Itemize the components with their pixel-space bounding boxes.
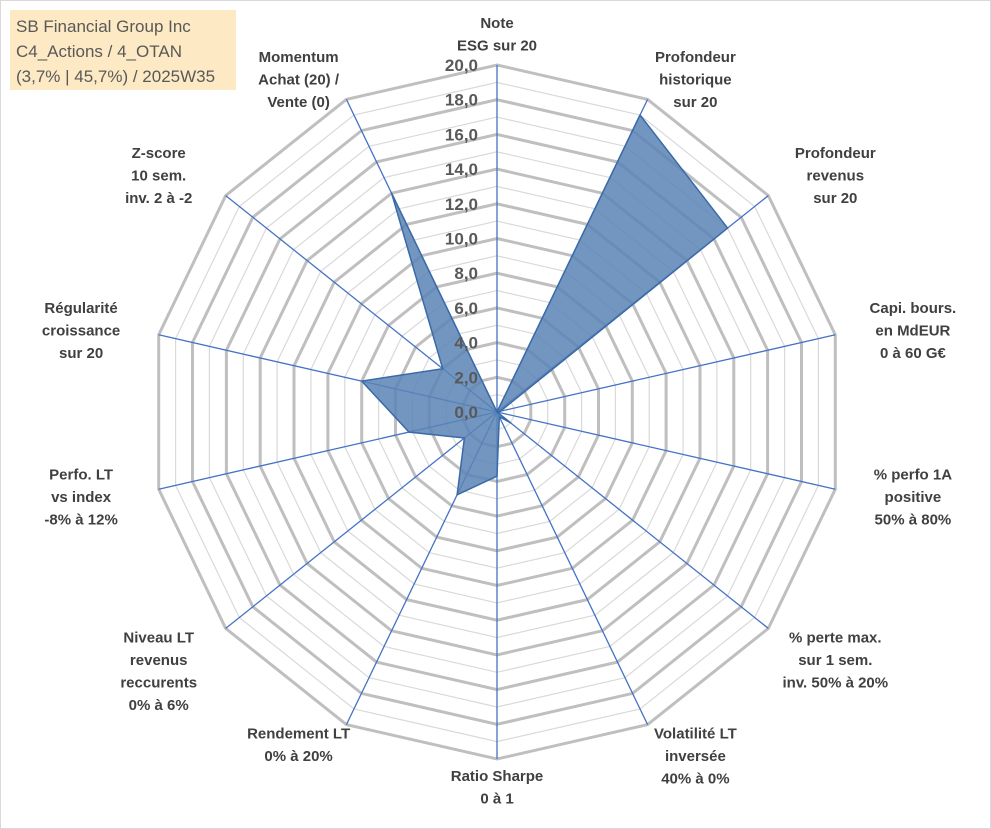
axis-label-line: Momentum [259,49,339,66]
axis-label: Profondeur historique sur 20 [655,49,736,111]
axis-label: Note ESG sur 20 [457,15,537,55]
axis-label-line: revenus [807,168,865,185]
axis-label-line: Volatilité LT [654,726,737,743]
axis-label-line: -8% à 12% [44,512,117,529]
tick-label: 14,0 [445,160,478,179]
tick-label: 18,0 [445,91,478,110]
axis-label-line: 0% à 20% [264,748,332,765]
axis-label-line: sur 20 [813,190,857,207]
axis-spoke [496,411,769,629]
axis-label-line: Achat (20) / [258,71,340,88]
category-line: C4_Actions / 4_OTAN [16,42,182,61]
axis-label-line: croissance [42,322,120,339]
axis-label-line: Perfo. LT [49,467,113,484]
axis-label: Rendement LT 0% à 20% [247,726,350,766]
company-name: SB Financial Group Inc [16,17,191,36]
axis-label-line: positive [885,489,942,506]
axis-label-line: Profondeur [655,49,736,66]
axis-spoke [496,411,649,725]
tick-label: 10,0 [445,230,478,249]
info-box: SB Financial Group Inc C4_Actions / 4_OT… [10,10,236,90]
tick-label: 0,0 [454,403,478,422]
axis-label-line: 10 sem. [131,168,186,185]
axis-label-line: Z-score [132,145,186,162]
axis-label-line: inv. 50% à 20% [782,674,888,691]
stats-line: (3,7% | 45,7%) / 2025W35 [16,67,216,86]
tick-label: 16,0 [445,125,478,144]
axis-label-line: vs index [51,489,112,506]
axis-label-line: sur 20 [673,94,717,111]
tick-label: 2,0 [454,368,478,387]
axis-label-line: Ratio Sharpe [451,768,544,785]
axis-label-line: Niveau LT [123,629,194,646]
axis-label-line: historique [659,71,732,88]
axis-label: Perfo. LT vs index -8% à 12% [44,467,117,529]
axis-label-line: inv. 2 à -2 [125,190,192,207]
axis-label-line: sur 20 [59,345,103,362]
axis-label-line: 0 à 60 G€ [880,345,947,362]
axis-label-line: 0% à 6% [129,697,189,714]
axis-label: Momentum Achat (20) / Vente (0) [258,49,340,111]
axis-label-line: 0 à 1 [480,791,513,808]
axis-spoke [496,334,836,413]
axis-spoke [225,411,498,629]
tick-label: 4,0 [454,334,478,353]
axis-label: Niveau LT revenus reccurents 0% à 6% [120,629,197,714]
axis-label-line: Note [480,15,513,32]
tick-label: 8,0 [454,264,478,283]
axis-label: Volatilité LT inversée 40% à 0% [654,726,737,788]
axis-label-line: sur 1 sem. [798,652,872,669]
axis-label-line: Profondeur [795,145,876,162]
axis-label-line: % perfo 1A [874,467,953,484]
tick-label: 20,0 [445,56,478,75]
axis-label-line: Régularité [44,300,117,317]
axis-label: Ratio Sharpe 0 à 1 [451,768,544,808]
axis-label: Régularité croissance sur 20 [42,300,120,362]
axis-label-line: revenus [130,652,188,669]
axis-label-line: 40% à 0% [661,771,729,788]
axis-label-line: reccurents [120,674,197,691]
axis-label-line: ESG sur 20 [457,38,537,55]
tick-label: 12,0 [445,195,478,214]
axis-label: Profondeur revenus sur 20 [795,145,876,207]
axis-label: % perfo 1A positive 50% à 80% [874,467,953,529]
tick-label: 6,0 [454,299,478,318]
axis-label: Capi. bours. en MdEUR 0 à 60 G€ [870,300,957,362]
axis-spoke [496,411,836,490]
axis-label-line: 50% à 80% [875,512,952,529]
axis-label-line: Vente (0) [267,94,330,111]
axis-label-line: Rendement LT [247,726,350,743]
axis-label-line: % perte max. [789,629,882,646]
axis-label-line: en MdEUR [875,322,950,339]
axis-label: Z-score 10 sem. inv. 2 à -2 [125,145,192,207]
data-series-area [360,114,729,496]
axis-label-line: Capi. bours. [870,300,957,317]
axis-label-line: inversée [665,748,726,765]
axis-label: % perte max. sur 1 sem. inv. 50% à 20% [782,629,888,691]
